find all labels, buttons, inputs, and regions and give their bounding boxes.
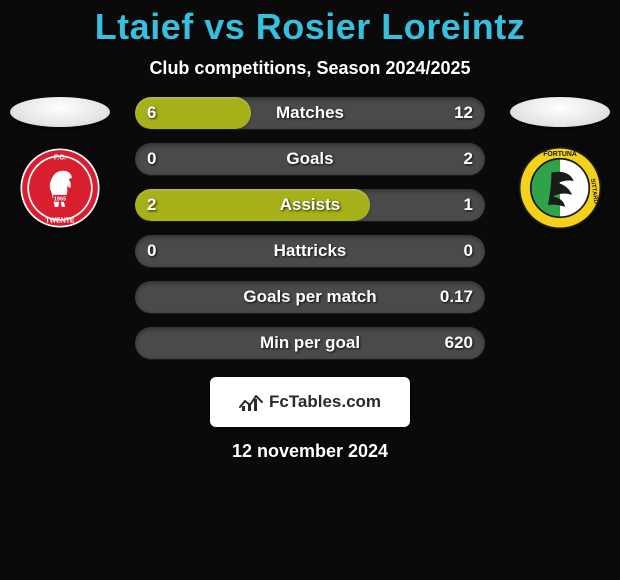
chart-icon [239,392,263,412]
fortuna-crest-icon: FORTUNA SITTARD [517,145,603,231]
stat-label: Hattricks [135,235,485,267]
stat-row: 2Assists1 [135,189,485,221]
stat-right-value: 1 [464,189,473,221]
stat-row: 6Matches12 [135,97,485,129]
stat-row: Min per goal620 [135,327,485,359]
stat-label: Goals per match [135,281,485,313]
left-player-column: F.C. TWENTE 1965 [0,97,120,231]
stat-row: 0Hattricks0 [135,235,485,267]
date-text: 12 november 2024 [232,441,388,462]
svg-text:1965: 1965 [54,196,66,202]
branding-text: FcTables.com [269,392,381,412]
stat-right-value: 12 [454,97,473,129]
right-player-column: FORTUNA SITTARD [500,97,620,231]
main-area: F.C. TWENTE 1965 FORTUNA SITTARD [0,97,620,359]
svg-text:TWENTE: TWENTE [45,217,74,224]
comparison-infographic: Ltaief vs Rosier Loreintz Club competiti… [0,0,620,580]
stat-bars: 6Matches120Goals22Assists10Hattricks0Goa… [135,97,485,359]
svg-text:F.C.: F.C. [54,155,66,162]
stat-right-value: 620 [445,327,473,359]
stat-label: Min per goal [135,327,485,359]
stat-right-value: 0 [464,235,473,267]
left-player-avatar [10,97,110,127]
stat-right-value: 0.17 [440,281,473,313]
right-player-avatar [510,97,610,127]
subtitle: Club competitions, Season 2024/2025 [149,58,470,79]
twente-crest-icon: F.C. TWENTE 1965 [17,145,103,231]
stat-label: Goals [135,143,485,175]
stat-row: 0Goals2 [135,143,485,175]
right-club-crest: FORTUNA SITTARD [517,145,603,231]
page-title: Ltaief vs Rosier Loreintz [95,6,526,48]
left-club-crest: F.C. TWENTE 1965 [17,145,103,231]
stat-row: Goals per match0.17 [135,281,485,313]
stat-label: Matches [135,97,485,129]
branding-badge: FcTables.com [210,377,410,427]
stat-right-value: 2 [464,143,473,175]
stat-label: Assists [135,189,485,221]
